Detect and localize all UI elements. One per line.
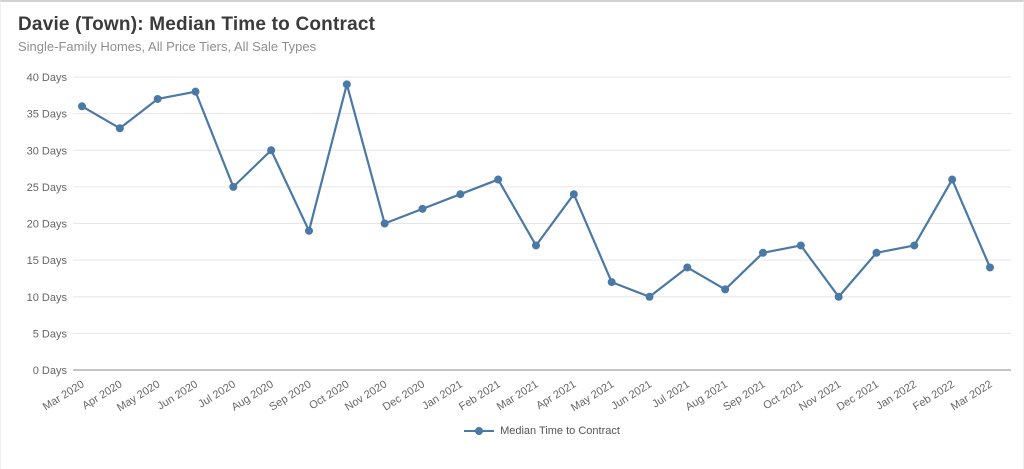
data-point[interactable] [380,219,389,228]
x-tick-label: Jan 2022 [874,378,919,412]
data-point[interactable] [418,204,427,213]
data-point[interactable] [796,241,805,250]
x-tick-label: Jun 2021 [609,378,654,412]
legend-label: Median Time to Contract [500,425,620,437]
chart-legend: Median Time to Contract [73,425,1011,437]
x-tick-label: Mar 2020 [41,378,87,413]
series-line [80,83,992,298]
data-point[interactable] [342,80,351,89]
x-tick-label: May 2020 [115,378,162,414]
x-tick-label: Jan 2021 [420,378,465,412]
x-tick-label: Nov 2021 [797,378,843,413]
x-tick-label: Sep 2020 [267,378,313,413]
data-point[interactable] [191,87,200,96]
data-point[interactable] [153,94,162,103]
data-point[interactable] [569,190,578,199]
data-point[interactable] [683,263,692,272]
data-point[interactable] [229,182,238,191]
data-point[interactable] [494,175,503,184]
data-point[interactable] [305,226,313,235]
data-point[interactable] [721,285,730,294]
data-point[interactable] [78,102,86,111]
data-point[interactable] [910,241,919,250]
y-tick-label: 30 Days [27,145,68,157]
y-tick-label: 20 Days [27,219,68,231]
x-tick-label: Dec 2020 [381,378,427,413]
y-tick-label: 40 Days [27,72,68,84]
x-tick-label: Aug 2020 [229,378,275,413]
x-tick-label: Nov 2020 [343,378,389,413]
x-tick-label: Mar 2022 [949,378,995,413]
y-tick-label: 25 Days [27,182,68,194]
x-tick-label: May 2021 [569,378,616,414]
data-point[interactable] [834,292,843,301]
legend-item-median-time[interactable]: Median Time to Contract [464,425,620,437]
x-tick-label: Feb 2021 [457,378,503,413]
y-tick-label: 0 Days [33,365,68,377]
chart-subtitle: Single-Family Homes, All Price Tiers, Al… [18,39,317,54]
x-tick-label: Dec 2021 [835,378,881,413]
y-tick-label: 10 Days [27,292,68,304]
data-point[interactable] [115,124,124,133]
data-point[interactable] [532,241,540,250]
y-tick-label: 15 Days [27,255,68,267]
x-tick-label: Aug 2021 [683,378,729,413]
data-point[interactable] [986,263,994,272]
data-point[interactable] [607,278,616,287]
x-tick-label: Sep 2021 [721,378,767,413]
legend-line-marker-icon [464,427,495,435]
x-tick-label: Mar 2021 [495,378,541,413]
data-point[interactable] [645,292,654,301]
data-point[interactable] [872,248,881,257]
y-tick-label: 35 Days [27,109,68,121]
y-tick-label: 5 Days [33,328,68,340]
data-point[interactable] [948,175,957,184]
x-tick-label: Feb 2022 [911,378,957,413]
data-point[interactable] [456,190,465,199]
x-tick-label: Jun 2020 [155,378,200,412]
data-point[interactable] [267,146,276,155]
chart-title: Davie (Town): Median Time to Contract [18,14,376,35]
data-point[interactable] [759,248,767,257]
